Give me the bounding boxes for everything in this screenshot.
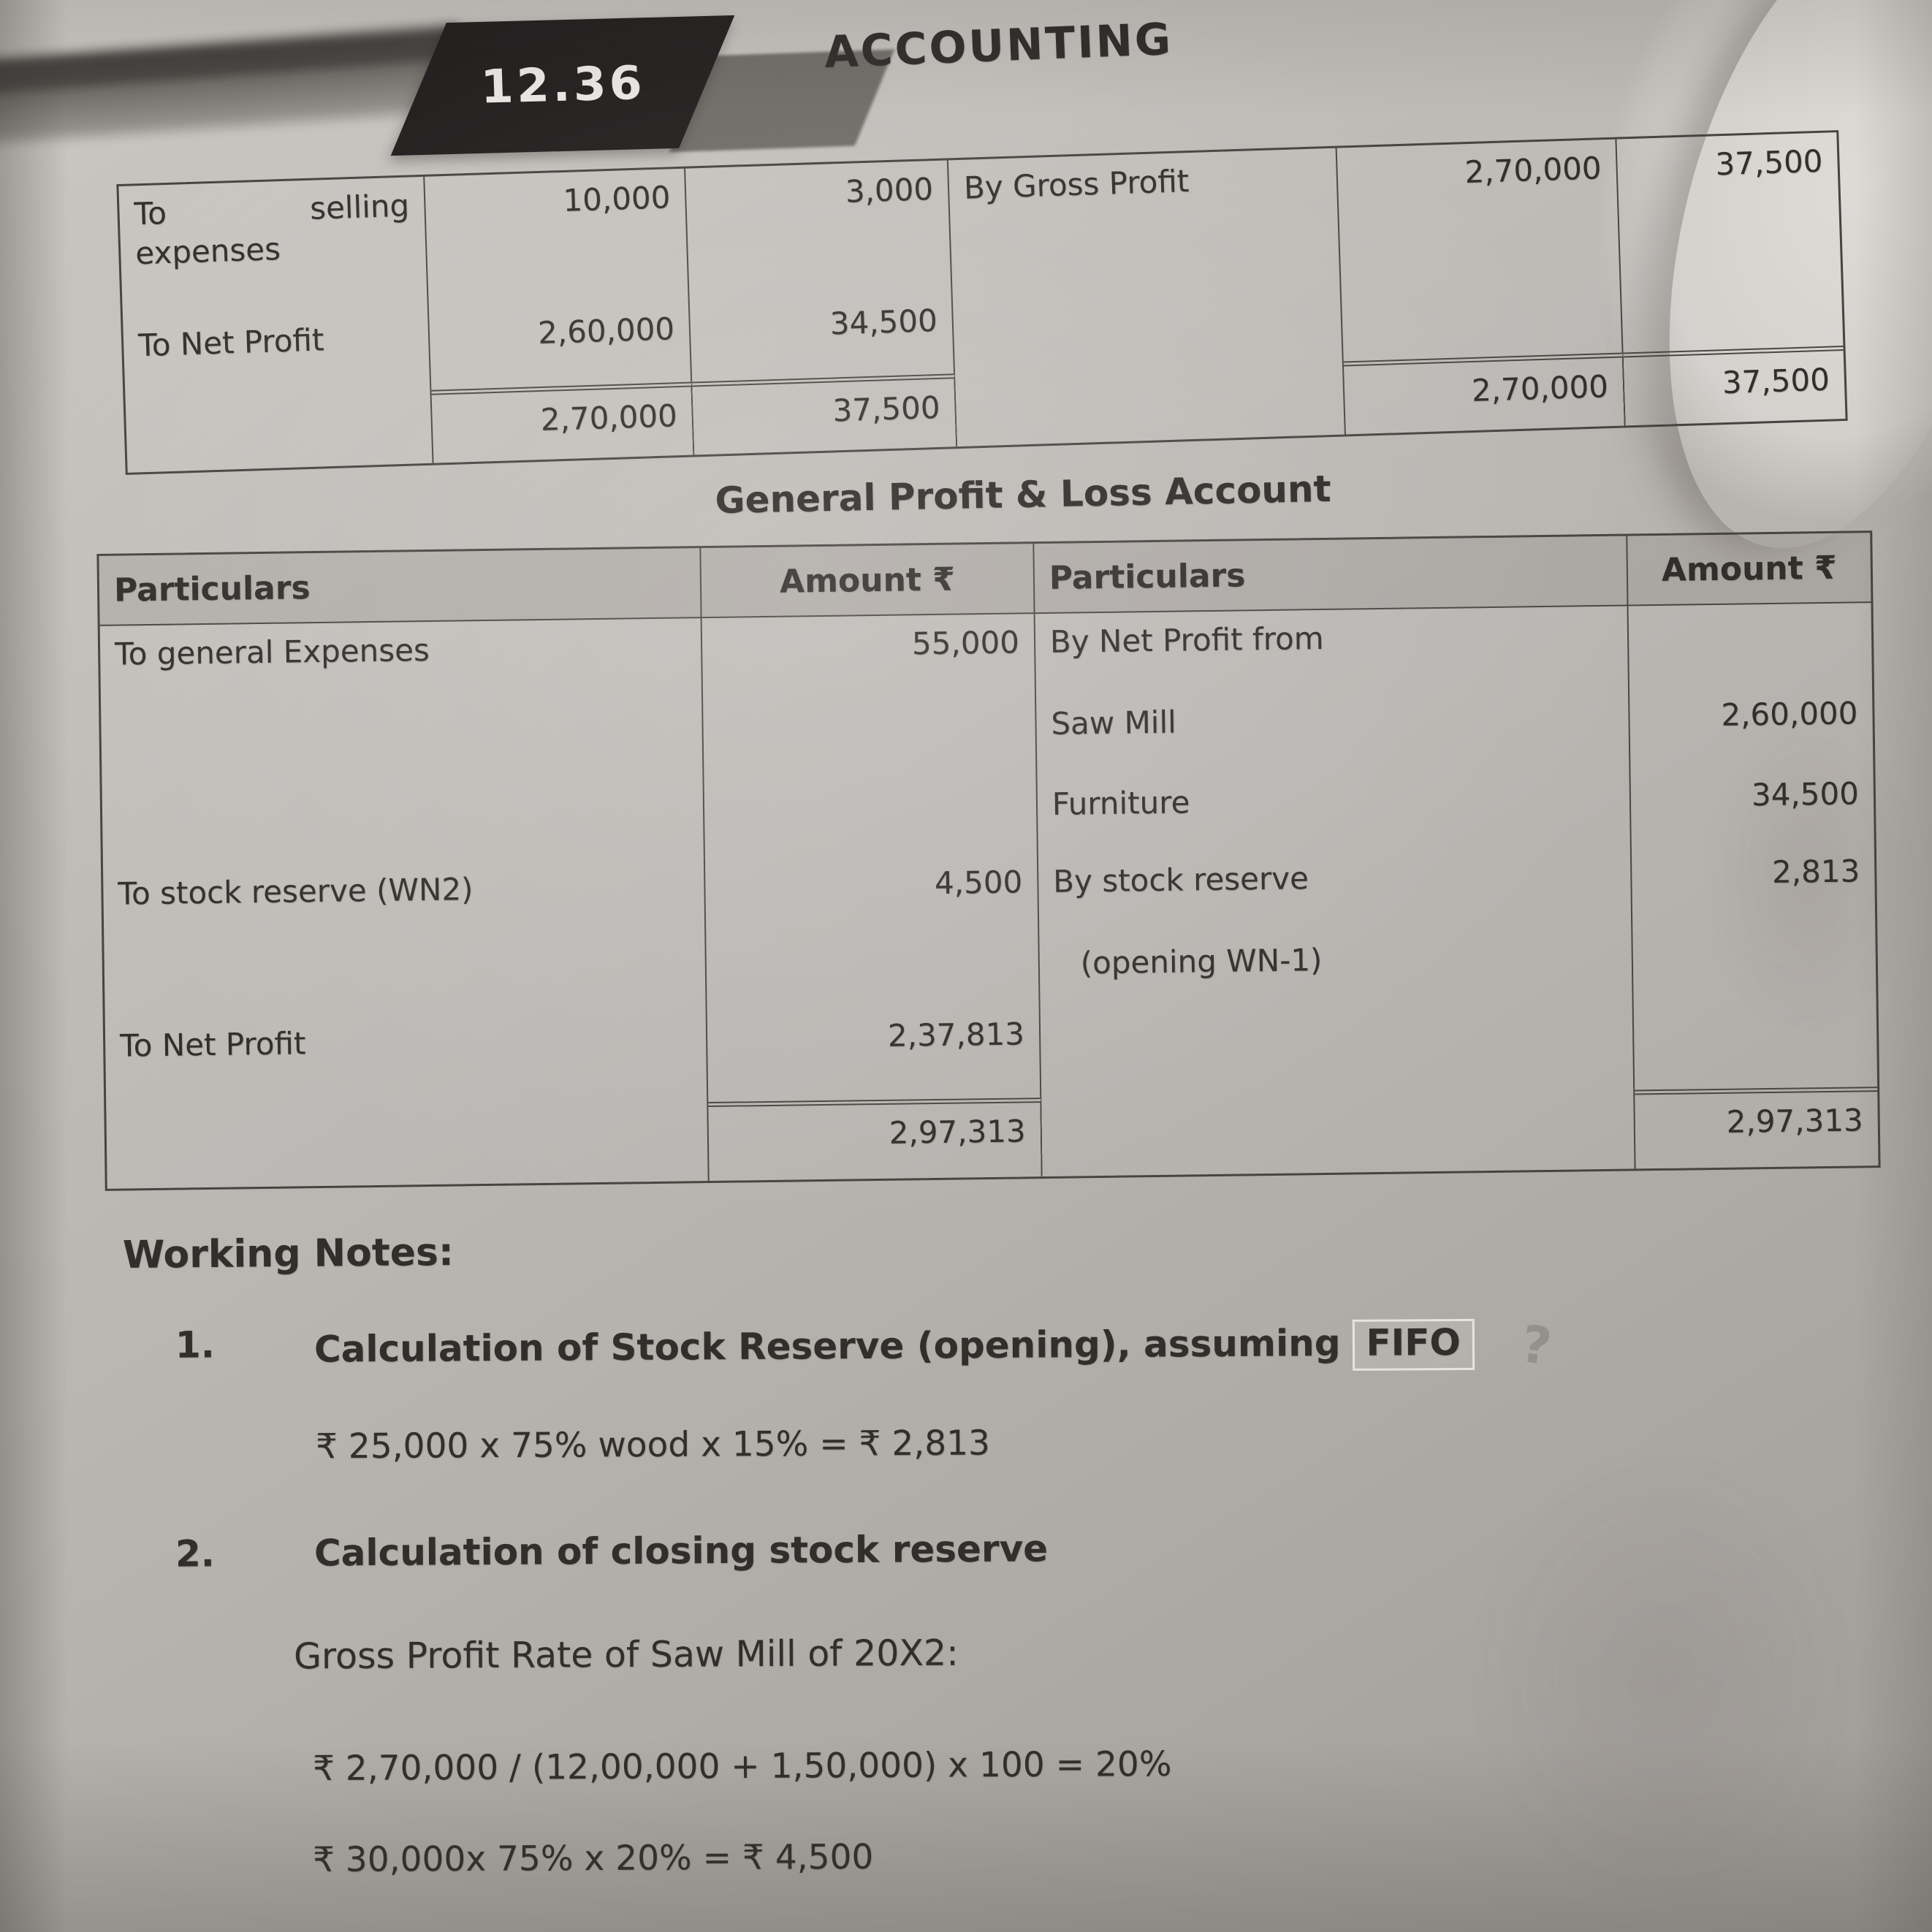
table-cell [703, 696, 1038, 781]
column-header: Amount ₹ [1627, 533, 1871, 606]
table-cell: Saw Mill [1035, 688, 1631, 777]
working-note-2: 2. Calculation of closing stock reserve [175, 1527, 1048, 1575]
table-cell: 55,000 [701, 614, 1036, 701]
table-cell [955, 361, 1346, 447]
table-cell [704, 776, 1038, 859]
table-total-cell: 37,500 [692, 373, 958, 455]
note2-subtitle: Gross Profit Rate of Saw Mill of 20X2: [293, 1632, 959, 1678]
note-title-text: Calculation of Stock Reserve (opening), … [313, 1322, 1341, 1371]
general-profit-loss-table: Particulars Amount ₹ Particulars Amount … [96, 530, 1881, 1191]
table-cell: 34,500 [689, 292, 956, 382]
table-cell: 2,37,813 [707, 1005, 1042, 1103]
page-number: 12.36 [479, 56, 646, 115]
book-title: ACCOUNTING [823, 13, 1174, 79]
table-cell: 3,000 [685, 160, 953, 300]
table-cell: By Net Profit from [1035, 606, 1629, 696]
table-cell: To stock reserve (WN2) [102, 858, 707, 948]
table-cell: 37,500 [1714, 142, 1824, 183]
table-cell [125, 389, 434, 473]
table-cell: 2,70,000 [1336, 139, 1621, 280]
table-cell [104, 940, 707, 1018]
table-cell: Furniture [1037, 768, 1632, 854]
table-cell [706, 935, 1041, 1011]
table-cell [106, 1102, 710, 1189]
table-cell: 2,60,000 [428, 300, 693, 390]
table-cell: To Net Profit [104, 1010, 709, 1110]
table-cell [1340, 270, 1624, 362]
note2-formula-2: ₹ 30,000x 75% x 20% = ₹ 4,500 [312, 1836, 874, 1881]
profit-loss-continuation-table: To selling expenses 10,000 3,000 By Gros… [116, 130, 1848, 475]
table-cell [1633, 994, 1877, 1089]
table-cell: 4,500 [705, 853, 1040, 940]
column-header: Amount ₹ [701, 544, 1035, 619]
note-number: 2. [175, 1532, 215, 1575]
fifo-highlight-box: FIFO [1352, 1318, 1475, 1371]
working-notes-heading: Working Notes: [122, 1231, 455, 1277]
note1-formula: ₹ 25,000 x 75% wood x 15% = ₹ 2,813 [315, 1423, 991, 1467]
table-total-cell: 2,97,313 [1635, 1087, 1879, 1169]
question-mark-watermark: ? [1517, 1313, 1556, 1377]
working-note-1: 1. Calculation of Stock Reserve (opening… [175, 1314, 1556, 1383]
table-cell: By Gross Profit [948, 148, 1341, 292]
note-title-text: Calculation of closing stock reserve [313, 1527, 1049, 1575]
ink-showthrough-smudge [1472, 1450, 1852, 1903]
table-cell [1621, 264, 1843, 352]
table-cell: To general Expenses [99, 618, 704, 708]
section-title: General Profit & Loss Account [715, 467, 1331, 522]
table-cell: 2,60,000 [1721, 695, 1858, 733]
table-cell: (opening WN-1) [1039, 927, 1634, 1006]
table-cell [1040, 997, 1635, 1098]
table-cell: 10,000 [424, 168, 690, 308]
table-cell [1632, 924, 1876, 997]
table-total-cell: 37,500 [1623, 346, 1846, 426]
table-cell: To Net Profit [123, 308, 432, 400]
table-cell [1041, 1089, 1636, 1177]
table-cell: 34,500 [1751, 775, 1860, 813]
note-title: Calculation of Stock Reserve (opening), … [313, 1314, 1556, 1383]
table-total-cell: 2,97,313 [708, 1098, 1043, 1182]
table-cell [1628, 603, 1872, 688]
table-cell [101, 700, 704, 788]
table-total-cell: 2,70,000 [1343, 352, 1626, 435]
table-total-cell: 2,70,000 [431, 381, 695, 463]
note-number: 1. [175, 1323, 215, 1366]
table-cell: By stock reserve [1038, 845, 1633, 936]
table-cell: 2,813 [1771, 853, 1860, 890]
table-cell: To selling expenses [118, 176, 429, 318]
note2-formula-1: ₹ 2,70,000 / (12,00,000 + 1,50,000) x 10… [312, 1743, 1172, 1790]
table-cell [102, 780, 706, 866]
table-cell [952, 279, 1344, 374]
column-header: Particulars [99, 548, 702, 626]
column-header: Particulars [1034, 536, 1629, 615]
page-number-badge: 12.36 [390, 15, 735, 156]
